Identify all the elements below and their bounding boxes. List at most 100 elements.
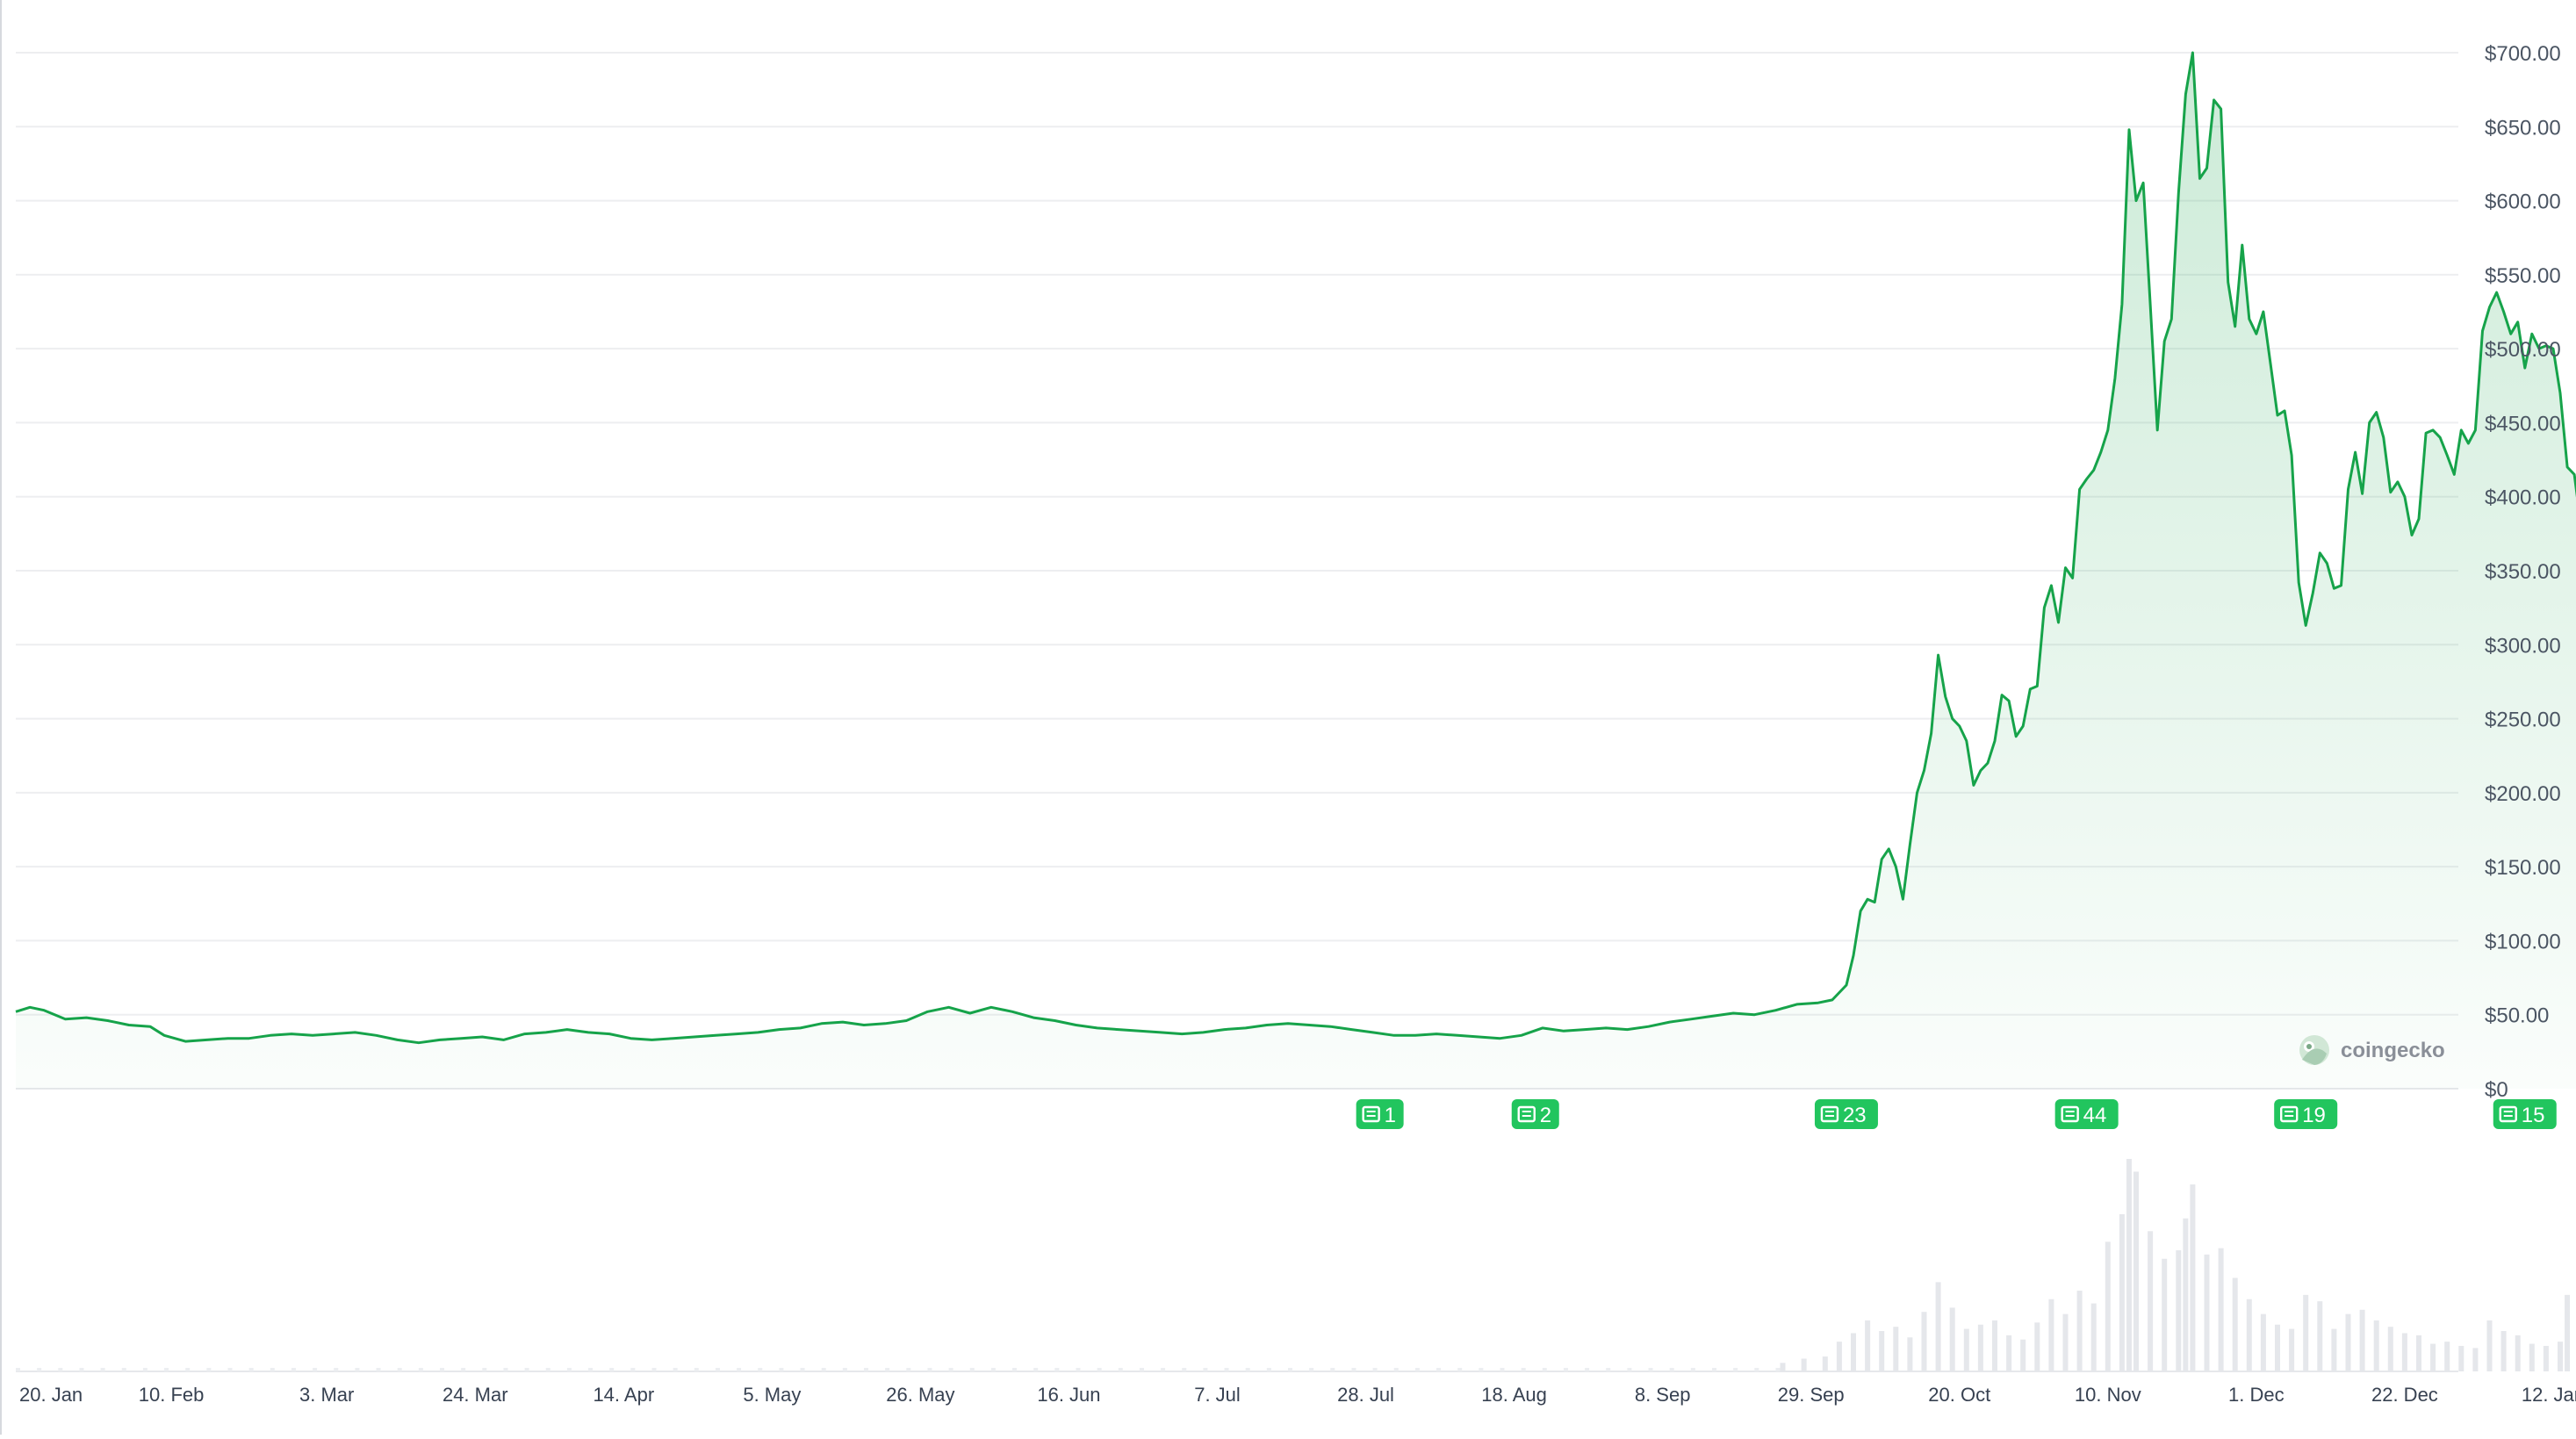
volume-bar (2020, 1339, 2026, 1371)
volume-bar (100, 1368, 105, 1371)
volume-bar (418, 1368, 423, 1371)
volume-bar (2133, 1171, 2139, 1371)
y-tick-label: $50.00 (2485, 1004, 2549, 1028)
volume-bar (758, 1368, 763, 1371)
volume-bar (1012, 1368, 1018, 1371)
volume-bar (2105, 1241, 2111, 1371)
news-badge: 1 (1356, 1099, 1404, 1129)
x-tick-label: 1. Dec (2228, 1384, 2285, 1406)
volume-bar (2176, 1250, 2182, 1371)
volume-bar (2416, 1335, 2421, 1371)
x-tick-label: 29. Sep (1778, 1384, 1845, 1406)
x-tick-label: 3. Mar (299, 1384, 354, 1406)
x-axis: 20. Jan 10. Feb 3. Mar 24. Mar 14. Apr 5. May… (19, 1384, 2576, 1406)
news-badge-count: 23 (1843, 1104, 1867, 1127)
volume-bar (291, 1368, 296, 1371)
y-tick-label: $700.00 (2485, 42, 2561, 66)
volume-bar (397, 1368, 402, 1371)
x-tick-label: 24. Mar (443, 1384, 508, 1406)
volume-bar (58, 1368, 63, 1371)
volume-bar (842, 1368, 847, 1371)
x-tick-label: 8. Sep (1635, 1384, 1691, 1406)
price-area (16, 53, 2576, 1089)
volume-bar (1963, 1328, 1969, 1371)
newspaper-icon-frame (2061, 1105, 2079, 1123)
volume-bar (969, 1368, 975, 1371)
price-area-fill (16, 53, 2576, 1089)
volume-bar (2543, 1345, 2549, 1371)
volume-bar (948, 1368, 953, 1371)
y-tick-label: $250.00 (2485, 709, 2561, 732)
volume-bar (440, 1368, 444, 1371)
newspaper-icon (2061, 1105, 2079, 1123)
x-tick-label: 10. Nov (2075, 1384, 2141, 1406)
volume-bar (270, 1368, 275, 1371)
volume-bar (1097, 1368, 1102, 1371)
volume-bar (1139, 1368, 1144, 1371)
volume-bar (313, 1368, 318, 1371)
x-tick-label: 22. Dec (2371, 1384, 2438, 1406)
volume-bar (885, 1368, 890, 1371)
volume-bar (2006, 1335, 2012, 1371)
volume-bar (1393, 1368, 1399, 1371)
left-border (0, 0, 2, 1435)
y-tick-label: $450.00 (2485, 412, 2561, 435)
volume-bar (461, 1368, 466, 1371)
volume-bar (2190, 1184, 2196, 1371)
volume-bar (121, 1368, 126, 1371)
y-tick-label: $650.00 (2485, 116, 2561, 140)
news-badge: 44 (2054, 1099, 2119, 1129)
volume-bar (227, 1368, 233, 1371)
volume-bar (1801, 1358, 1807, 1371)
volume-bar (482, 1368, 487, 1371)
volume-bar (1521, 1368, 1526, 1371)
volume-bar (1309, 1368, 1314, 1371)
volume-bar (1935, 1282, 1941, 1371)
volume-bar (1500, 1368, 1505, 1371)
volume-bar (2289, 1328, 2295, 1371)
y-tick-label: $0 (2485, 1078, 2508, 1102)
news-badge-count: 19 (2302, 1104, 2326, 1127)
volume-bar (609, 1368, 615, 1371)
volume-bar (1436, 1368, 1442, 1371)
volume-bar (1865, 1320, 1871, 1371)
watermark: coingecko (2299, 1035, 2445, 1065)
x-tick-label: 18. Aug (1481, 1384, 1547, 1406)
newspaper-icon (2499, 1105, 2517, 1123)
volume-bar (2500, 1331, 2507, 1371)
newspaper-icon-frame (2279, 1105, 2299, 1123)
volume-bar (1266, 1368, 1271, 1371)
volume-bar (2062, 1313, 2069, 1371)
volume-bar (927, 1368, 932, 1371)
volume-bar (1690, 1368, 1695, 1371)
volume-bar (79, 1368, 84, 1371)
newspaper-icon (2279, 1105, 2299, 1123)
volume-bar (2303, 1294, 2309, 1371)
x-tick-label: 10. Feb (139, 1384, 205, 1406)
volume-bar (779, 1368, 784, 1371)
volume-bar (2076, 1291, 2083, 1371)
volume-bars (16, 1159, 2571, 1371)
volume-bar (37, 1368, 42, 1371)
volume-bar (1118, 1368, 1123, 1371)
volume-bar (206, 1368, 212, 1371)
volume-bar (2472, 1348, 2479, 1371)
volume-bar (1893, 1327, 1899, 1371)
volume-bar (2401, 1333, 2407, 1371)
volume-bar (2387, 1327, 2393, 1371)
volume-bar (715, 1368, 720, 1371)
x-tick-label: 26. May (886, 1384, 954, 1406)
volume-bar (2218, 1248, 2224, 1371)
volume-bar (1161, 1368, 1166, 1371)
gecko-logo-icon (2299, 1035, 2329, 1065)
volume-bar (2034, 1322, 2040, 1371)
volume-bar (2565, 1294, 2571, 1371)
x-tick-label: 5. May (743, 1384, 801, 1406)
x-tick-label: 28. Jul (1337, 1384, 1394, 1406)
volume-bar (651, 1368, 657, 1371)
volume-bar (1457, 1368, 1463, 1371)
volume-bar (1245, 1368, 1250, 1371)
volume-bar (1076, 1368, 1081, 1371)
volume-bar (1606, 1368, 1611, 1371)
news-badge: 23 (1814, 1099, 1878, 1129)
